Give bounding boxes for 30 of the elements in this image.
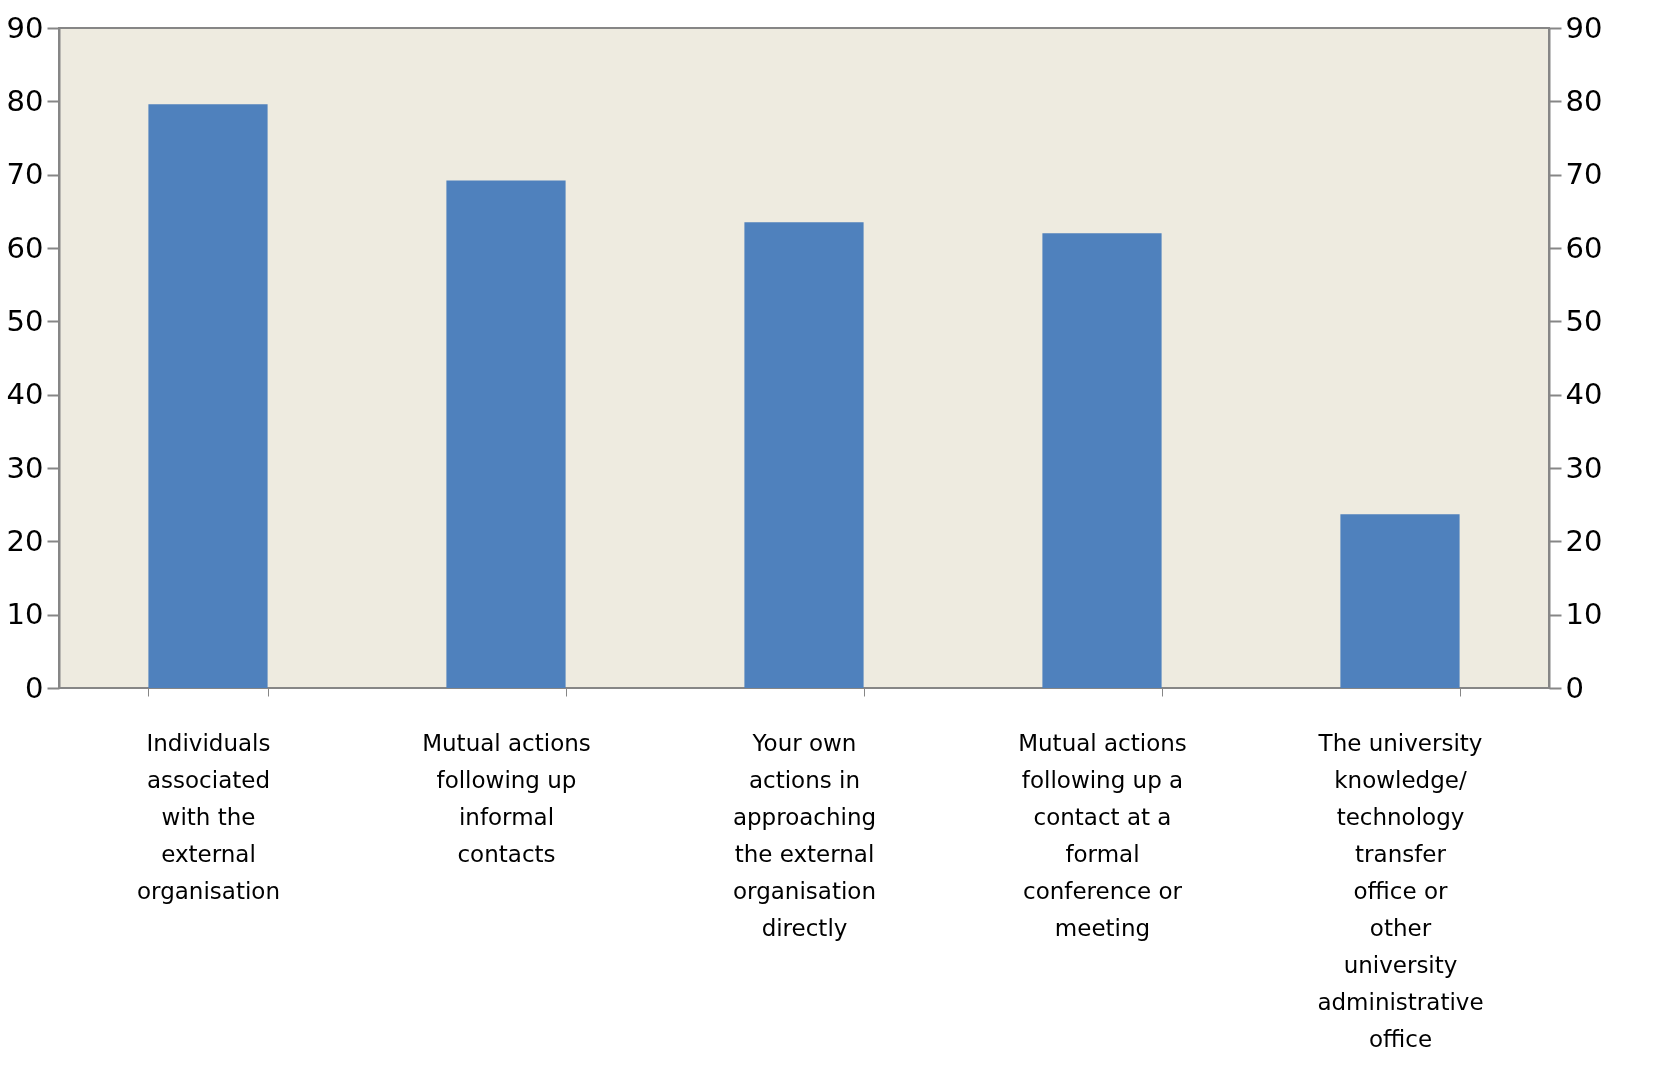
bar [744,222,864,688]
y2-tick-label: 60 [1565,230,1603,265]
y2-tick-label: 50 [1565,303,1603,338]
x-tick-label: Individuals associated with the external organisation [137,729,280,904]
y2-tick-label: 80 [1565,83,1603,118]
y-tick-label: 40 [6,377,44,412]
y-tick-label: 80 [6,83,44,118]
y2-tick-label: 20 [1565,523,1603,558]
y-tick-label: 50 [6,303,44,338]
y-tick-label: 30 [6,450,44,485]
x-tick-label: Mutual actions following up informal contacts [422,729,591,867]
category-label: The university knowledge/ technology transfer office or other university administrative office [1317,729,1484,1052]
y-tick-label: 0 [25,670,44,705]
y2-tick-label: 0 [1565,670,1584,705]
y-tick-label: 60 [6,230,44,265]
bar [148,104,268,688]
x-tick-label: Mutual actions following up a contact at a formal conference or meeting [1018,729,1187,941]
y2-tick-label: 40 [1565,377,1603,412]
y-tick-label: 10 [6,597,44,632]
x-tick-label: Your own actions in approaching the external organisation directly [732,729,877,941]
bar [1340,514,1460,688]
y2-tick-label: 30 [1565,450,1603,485]
bar [1042,233,1162,688]
y-tick-label: 70 [6,157,44,192]
y-tick-label: 90 [6,10,44,45]
y2-tick-label: 10 [1565,597,1603,632]
bar [446,180,566,688]
y2-tick-label: 90 [1565,10,1603,45]
y2-tick-label: 70 [1565,157,1603,192]
y-tick-label: 20 [6,523,44,558]
